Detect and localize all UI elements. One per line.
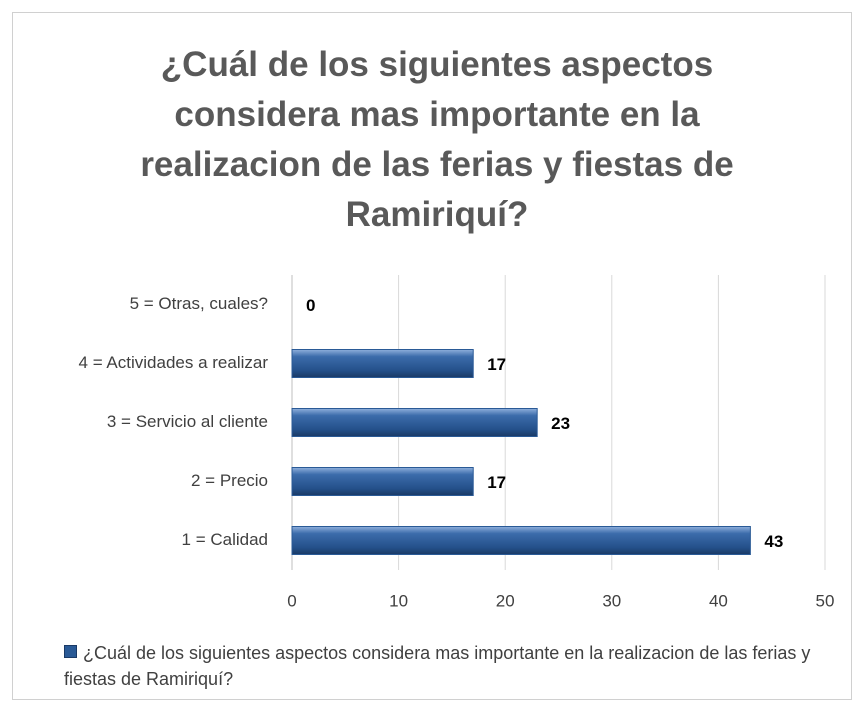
chart-frame: [12, 12, 852, 700]
y-tick-label: 3 = Servicio al cliente: [107, 412, 268, 431]
x-tick-label: 10: [389, 591, 408, 610]
y-tick-label: 2 = Precio: [191, 471, 268, 490]
x-tick-label: 0: [287, 591, 296, 610]
data-label: 43: [764, 532, 783, 551]
data-label: 17: [487, 473, 506, 492]
x-tick-label: 40: [709, 591, 728, 610]
y-tick-label: 4 = Actividades a realizar: [79, 353, 269, 372]
x-tick-label: 50: [816, 591, 835, 610]
y-tick-label: 5 = Otras, cuales?: [130, 294, 268, 313]
legend: ¿Cuál de los siguientes aspectos conside…: [64, 640, 824, 692]
chart-title: ¿Cuál de los siguientes aspectos conside…: [140, 45, 734, 234]
bar: [291, 349, 474, 378]
legend-key: [64, 645, 77, 658]
bar: [291, 526, 751, 555]
bar: [291, 408, 538, 437]
bar: [291, 467, 474, 496]
y-tick-label: 1 = Calidad: [182, 530, 268, 549]
legend-label: ¿Cuál de los siguientes aspectos conside…: [64, 643, 811, 689]
data-label: 23: [551, 414, 570, 433]
x-tick-label: 20: [496, 591, 515, 610]
data-label: 0: [306, 296, 315, 315]
x-tick-label: 30: [602, 591, 621, 610]
data-label: 17: [487, 355, 506, 374]
